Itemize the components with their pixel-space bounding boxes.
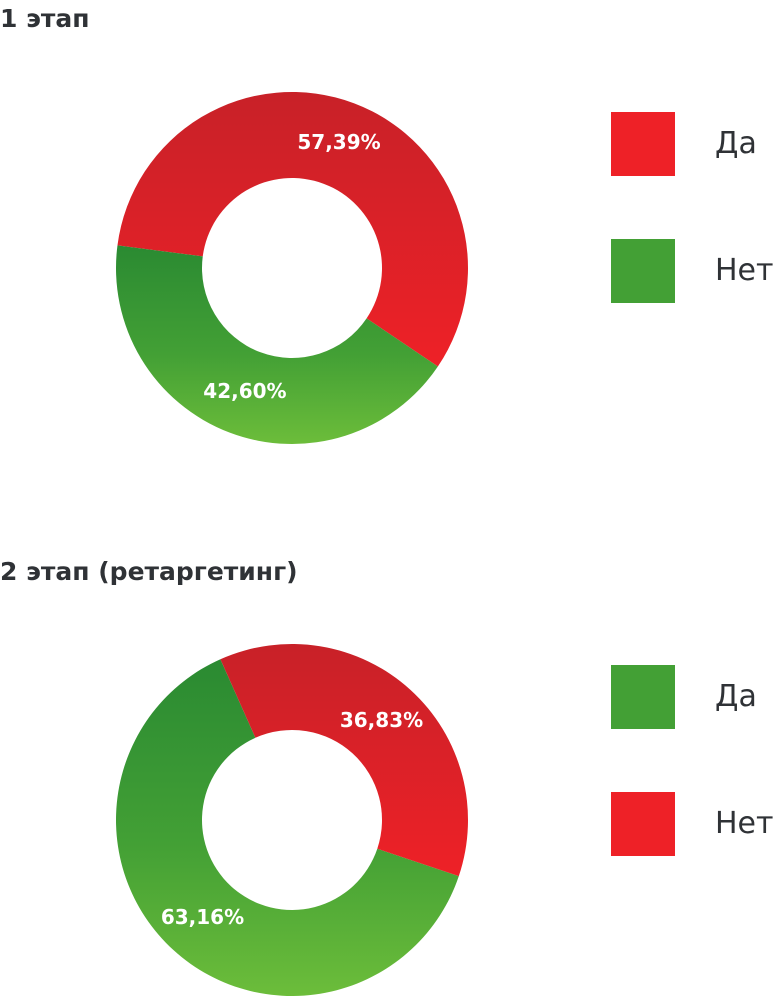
- donut-slice-da: [116, 659, 459, 996]
- legend-label-da: Да: [715, 679, 757, 714]
- legend-swatch-net: [611, 792, 675, 856]
- slice-label-net: 36,83%: [340, 708, 423, 732]
- chart-1-title: 1 этап: [0, 4, 90, 33]
- legend-item-net: Нет: [611, 792, 776, 856]
- legend-label-net: Нет: [715, 253, 774, 288]
- legend-item-da: Да: [611, 665, 776, 729]
- slice-label-net: 42,60%: [203, 379, 286, 403]
- chart-2-title: 2 этап (ретаргетинг): [0, 557, 298, 586]
- donut-slice-da: [117, 91, 468, 367]
- donut-slice-net: [220, 644, 468, 877]
- legend-label-da: Да: [715, 126, 757, 161]
- chart-1-donut: 57,39% 42,60%: [115, 91, 468, 444]
- legend-item-da: Да: [611, 112, 776, 176]
- legend-swatch-da: [611, 112, 675, 176]
- legend-item-net: Нет: [611, 239, 776, 303]
- slice-label-da: 57,39%: [297, 130, 380, 154]
- slice-label-da: 63,16%: [161, 905, 244, 929]
- legend-swatch-da: [611, 665, 675, 729]
- donut-slice-net: [115, 245, 438, 444]
- legend-label-net: Нет: [715, 806, 774, 841]
- chart-2-legend: Да Нет: [611, 665, 776, 919]
- legend-swatch-net: [611, 239, 675, 303]
- chart-2-donut: 63,16% 36,83%: [116, 644, 468, 996]
- chart-1-legend: Да Нет: [611, 112, 776, 366]
